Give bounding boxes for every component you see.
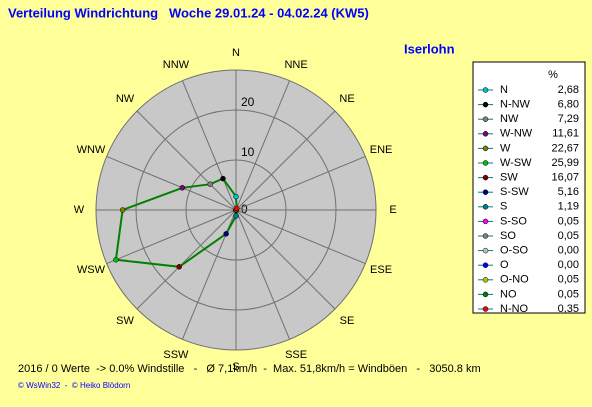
direction-label: SSW — [163, 349, 189, 361]
footer: 2016 / 0 Werte -> 0.0% Windstille - Ø 7,… — [18, 363, 481, 375]
legend-value: 25,99 — [551, 157, 579, 169]
direction-label: W — [74, 204, 85, 216]
direction-label: WNW — [77, 144, 106, 156]
legend-marker — [482, 291, 489, 298]
legend-value: 0,00 — [558, 259, 579, 271]
legend-value: 5,16 — [558, 186, 579, 198]
direction-label: E — [389, 204, 396, 216]
legend-marker — [482, 87, 489, 93]
legend-label: N-NW — [500, 99, 531, 111]
data-point — [207, 181, 213, 187]
direction-label: ENE — [370, 144, 393, 156]
legend-marker — [482, 306, 489, 312]
direction-label: NE — [339, 93, 354, 105]
legend-value: 0,05 — [558, 230, 579, 242]
legend-label: W — [500, 142, 511, 154]
legend-value: 2,68 — [558, 84, 579, 96]
direction-label: NW — [116, 93, 135, 105]
legend-marker — [482, 101, 489, 108]
data-point — [113, 256, 119, 263]
legend-title: % — [548, 69, 558, 81]
spoke — [235, 209, 336, 310]
data-point — [233, 193, 239, 200]
legend-marker — [482, 218, 489, 225]
legend-value: 0,35 — [558, 303, 579, 315]
direction-label: ESE — [370, 264, 392, 276]
direction-label: SE — [340, 315, 355, 327]
legend-marker — [482, 131, 489, 137]
spoke — [235, 80, 291, 211]
direction-label: SSE — [285, 349, 307, 361]
legend-label: SO — [500, 230, 516, 242]
data-point — [176, 264, 182, 270]
legend-marker — [482, 233, 489, 239]
spoke — [235, 209, 291, 340]
legend-label: W-SW — [500, 157, 532, 169]
data-point — [223, 231, 229, 237]
legend-label: N-NO — [500, 303, 529, 315]
legend-label: SW — [500, 172, 518, 184]
data-point — [220, 175, 226, 182]
legend-label: NW — [500, 113, 519, 125]
direction-label: N — [232, 47, 240, 59]
data-point — [233, 205, 240, 212]
legend-label: S — [500, 201, 507, 213]
legend-marker — [482, 116, 489, 122]
legend-label: O — [500, 259, 509, 271]
data-point — [119, 207, 126, 213]
data-point — [233, 213, 239, 219]
credits: © WsWin32 - © Heiko Blödorn — [18, 381, 130, 390]
legend-value: 22,67 — [551, 142, 579, 154]
legend-label: NO — [500, 288, 517, 300]
spoke — [106, 209, 237, 265]
legend-marker — [482, 160, 489, 166]
location: Iserlohn — [404, 41, 455, 56]
legend-box — [472, 61, 586, 314]
r-tick-label: 0 — [241, 202, 248, 216]
legend-label: S-SO — [500, 215, 527, 227]
legend-marker — [482, 247, 489, 254]
direction-label: NNW — [163, 59, 190, 71]
legend-value: 0,00 — [558, 245, 579, 257]
legend-marker — [482, 277, 489, 283]
legend-marker — [482, 189, 489, 195]
direction-label: SW — [116, 315, 134, 327]
spoke — [136, 209, 237, 310]
data-point — [179, 185, 186, 191]
legend-value: 1,19 — [558, 201, 579, 213]
direction-label: NNE — [284, 59, 307, 71]
legend-value: 7,29 — [558, 113, 579, 125]
spoke — [106, 155, 237, 211]
legend-marker — [482, 145, 489, 152]
legend-marker — [482, 204, 489, 210]
legend-label: N — [500, 84, 508, 96]
legend-value: 11,61 — [552, 128, 579, 140]
direction-label: S — [232, 361, 239, 373]
legend-label: O-SO — [500, 245, 529, 257]
legend-label: S-SW — [500, 186, 529, 198]
legend-value: 6,80 — [558, 99, 579, 111]
spoke — [235, 209, 366, 265]
legend-value: 0,05 — [558, 288, 579, 300]
legend-marker — [482, 174, 489, 181]
legend-marker — [482, 262, 489, 268]
direction-label: WSW — [77, 264, 106, 276]
legend-label: O-NO — [500, 274, 529, 286]
legend-value: 0,05 — [558, 274, 579, 286]
r-tick-label: 20 — [241, 95, 255, 109]
spoke — [235, 110, 336, 211]
spoke — [181, 80, 237, 211]
spoke — [136, 110, 237, 211]
legend-value: 0,05 — [558, 215, 579, 227]
r-tick-label: 10 — [241, 145, 255, 159]
legend-value: 16,07 — [551, 172, 579, 184]
legend-label: W-NW — [500, 128, 533, 140]
chart-title: Verteilung Windrichtung Woche 29.01.24 -… — [8, 5, 369, 20]
spoke — [235, 155, 366, 211]
